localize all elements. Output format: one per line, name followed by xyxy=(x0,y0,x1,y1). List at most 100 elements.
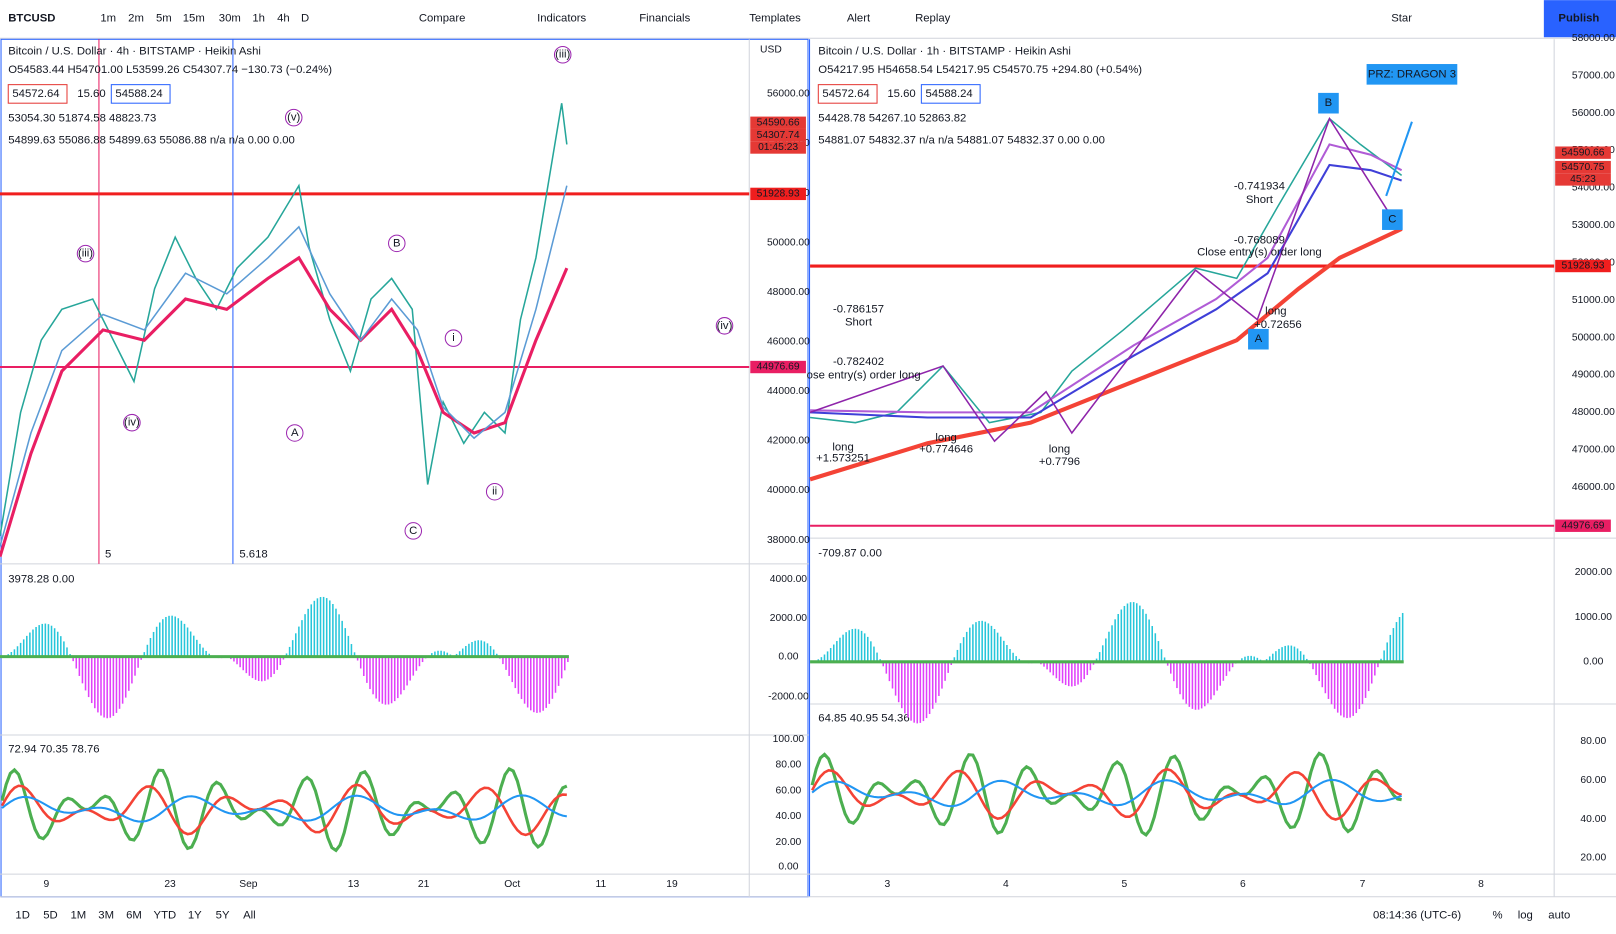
rsi-line xyxy=(811,778,1402,808)
moving-average xyxy=(810,143,1403,414)
price-axis-label: 40000.00 xyxy=(767,485,810,496)
star-button[interactable]: Star xyxy=(1391,13,1412,25)
range-button[interactable]: 1Y xyxy=(188,909,202,921)
rsi-axis-label: 0.00 xyxy=(778,862,798,873)
interval[interactable]: 4h xyxy=(277,13,290,25)
osc-values: -709.87 0.00 xyxy=(818,548,882,560)
price-axis-label: 54000.00 xyxy=(1572,183,1615,194)
price-axis-label: 42000.00 xyxy=(767,436,810,447)
time-axis-label: 4 xyxy=(1003,879,1009,890)
price-badge-label: 44976.69 xyxy=(1562,520,1605,531)
range-button[interactable]: 6M xyxy=(126,909,142,921)
wave-circle xyxy=(444,329,463,347)
order-note: -0.782402 xyxy=(833,356,884,368)
toolbar-button[interactable]: Replay xyxy=(915,13,951,25)
marker-label: 5.618 xyxy=(239,549,267,561)
toolbar-button[interactable]: Templates xyxy=(749,13,801,25)
point-box xyxy=(1248,328,1269,350)
interval[interactable]: 1m xyxy=(100,13,116,25)
price-badge xyxy=(1555,146,1611,159)
wave-label: (iii) xyxy=(78,248,93,260)
interval[interactable]: 1h xyxy=(252,13,265,25)
interval[interactable]: 15m xyxy=(183,13,205,25)
range-button[interactable]: 5D xyxy=(43,909,57,921)
order-note: long xyxy=(832,441,853,453)
rsi-axis-label: 20.00 xyxy=(776,837,802,848)
interval[interactable]: D xyxy=(301,13,309,25)
ask: 54588.24 xyxy=(115,88,162,100)
order-note: +0.7796 xyxy=(1039,456,1080,468)
price-badge xyxy=(750,141,806,154)
wave-label: (v) xyxy=(287,112,300,124)
price-axis-label: 48000.00 xyxy=(767,287,810,298)
toolbar-button[interactable]: Alert xyxy=(847,13,871,25)
order-note: ose entry(s) order long xyxy=(807,369,921,381)
range-button[interactable]: YTD xyxy=(154,909,177,921)
rsi-values: 64.85 40.95 54.36 xyxy=(818,712,909,724)
rsi-axis-label: 80.00 xyxy=(1580,736,1606,747)
ask: 54588.24 xyxy=(925,88,972,100)
moving-average xyxy=(810,163,1402,419)
scale-option[interactable]: auto xyxy=(1548,909,1570,921)
price-axis-label: 46000.00 xyxy=(767,336,810,347)
price-axis-label: 58000.00 xyxy=(1572,33,1615,44)
rsi-line xyxy=(810,767,1403,821)
rsi-line xyxy=(810,751,1402,838)
rsi-line xyxy=(0,766,568,853)
point-box xyxy=(1382,209,1403,230)
range-button[interactable]: All xyxy=(243,909,256,921)
interval[interactable]: 30m xyxy=(219,13,241,25)
publish-button[interactable] xyxy=(1543,0,1616,38)
interval[interactable]: 2m xyxy=(128,13,144,25)
price-badge xyxy=(750,360,806,374)
ohlc: O54217.95 H54658.54 L54217.95 C54570.75 … xyxy=(818,64,1142,76)
order-note: long xyxy=(1265,305,1286,317)
time-axis-label: Oct xyxy=(504,879,520,890)
time-axis-label: 6 xyxy=(1240,879,1246,890)
osc-values: 3978.28 0.00 xyxy=(8,573,74,585)
toolbar-button[interactable]: Compare xyxy=(419,13,466,25)
toolbar-button[interactable]: Indicators xyxy=(537,13,586,25)
time-axis-label: 11 xyxy=(595,879,606,890)
ohlc: O54583.44 H54701.00 L53599.26 C54307.74 … xyxy=(8,64,332,76)
price-axis-label: 50000.00 xyxy=(1572,332,1615,343)
toolbar-button[interactable]: Financials xyxy=(639,13,690,25)
pane-title: Bitcoin / U.S. Dollar · 1h · BITSTAMP · … xyxy=(818,46,1071,58)
clock: 08:14:36 (UTC-6) xyxy=(1373,909,1461,921)
order-note: Close entry(s) order long xyxy=(1197,247,1322,259)
price-badge xyxy=(1555,160,1611,174)
range-button[interactable]: 1D xyxy=(15,909,29,921)
point-box xyxy=(1318,92,1339,114)
price-axis-label: 57000.00 xyxy=(1572,70,1615,81)
scale-option[interactable]: % xyxy=(1492,909,1502,921)
price-badge xyxy=(750,187,806,201)
spread: 15.60 xyxy=(887,88,915,100)
bid-box xyxy=(7,84,68,104)
order-note: -0.786157 xyxy=(833,303,884,315)
wave-circle xyxy=(284,108,303,127)
bid: 54572.64 xyxy=(12,88,59,100)
rsi-line xyxy=(1,794,568,823)
price-badge-label: 54570.75 xyxy=(1562,162,1605,173)
wave-circle xyxy=(285,424,304,442)
range-button[interactable]: 3M xyxy=(98,909,114,921)
interval[interactable]: 5m xyxy=(156,13,172,25)
order-note: Short xyxy=(1246,194,1274,206)
publish-label[interactable]: Publish xyxy=(1558,13,1599,25)
indicator-values: 54428.78 54267.10 52863.82 xyxy=(818,113,966,125)
osc-axis-label: 0.00 xyxy=(1583,657,1603,668)
wave-circle xyxy=(715,317,734,335)
rsi-axis-label: 80.00 xyxy=(776,760,802,771)
price-path xyxy=(809,117,1403,424)
price-badge xyxy=(1555,173,1611,186)
point-label: A xyxy=(1255,333,1263,345)
price-badge xyxy=(1555,259,1611,273)
pane-title: Bitcoin / U.S. Dollar · 4h · BITSTAMP · … xyxy=(8,46,261,58)
range-button[interactable]: 5Y xyxy=(216,909,230,921)
osc-axis-label: 2000.00 xyxy=(770,613,807,624)
wave-label: ii xyxy=(492,486,497,498)
range-button[interactable]: 1M xyxy=(70,909,86,921)
price-axis-label: 53000.00 xyxy=(1572,220,1615,231)
projection-line xyxy=(1385,121,1413,197)
scale-option[interactable]: log xyxy=(1518,909,1533,921)
